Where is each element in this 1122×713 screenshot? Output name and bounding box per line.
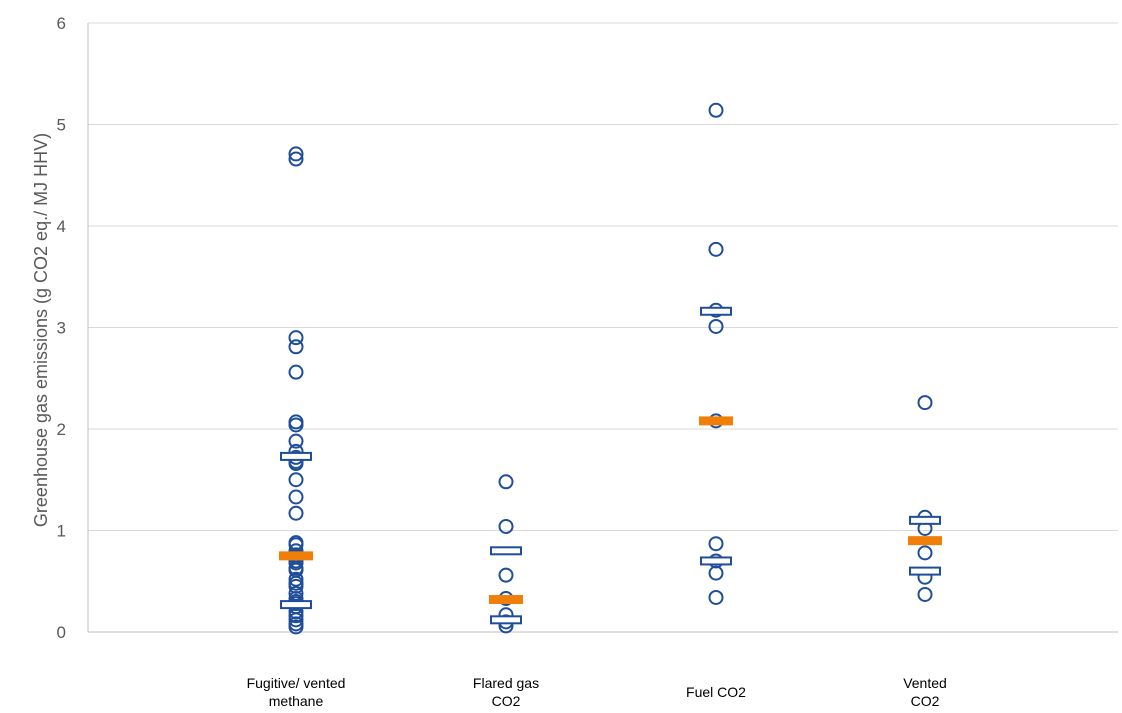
- data-point: [288, 414, 304, 430]
- x-tick-label: Flared gas: [473, 675, 539, 691]
- data-point: [917, 395, 933, 411]
- x-tick-label: methane: [269, 693, 324, 709]
- data-point: [288, 364, 304, 380]
- data-point: [288, 330, 304, 346]
- quartile-marker: [280, 600, 312, 610]
- median-marker: [489, 595, 523, 605]
- data-points: [288, 102, 933, 635]
- data-point: [498, 518, 514, 534]
- data-point: [288, 608, 304, 624]
- data-point: [708, 589, 724, 605]
- quartile-marker: [490, 615, 522, 625]
- axes: [87, 23, 1118, 633]
- y-tick-label: 6: [57, 14, 66, 33]
- quartile-marker: [700, 556, 732, 566]
- data-point: [708, 565, 724, 581]
- data-point: [708, 241, 724, 257]
- data-point: [708, 102, 724, 118]
- y-tick-label: 2: [57, 420, 66, 439]
- data-point: [288, 146, 304, 162]
- x-tick-label: Vented: [903, 675, 947, 691]
- data-point: [288, 151, 304, 167]
- data-point: [288, 417, 304, 433]
- y-tick-label: 3: [57, 319, 66, 338]
- x-tick-label: CO2: [911, 693, 940, 709]
- median-marker: [699, 416, 733, 426]
- data-point: [288, 339, 304, 355]
- x-tick-label: CO2: [492, 693, 521, 709]
- data-point: [708, 536, 724, 552]
- y-tick-label: 0: [57, 623, 66, 642]
- data-point: [288, 619, 304, 635]
- y-tick-label: 4: [57, 217, 66, 236]
- grid-lines: [88, 22, 1118, 531]
- median-marker: [908, 536, 942, 546]
- data-point: [288, 489, 304, 505]
- data-point: [917, 545, 933, 561]
- x-tick-label: Fugitive/ vented: [247, 675, 346, 691]
- x-tick-labels: Fugitive/ vented methane Flared gas CO2 Fuel…: [247, 675, 947, 709]
- quartile-marker: [280, 451, 312, 461]
- data-point: [498, 474, 514, 490]
- data-point: [288, 505, 304, 521]
- data-point: [288, 571, 304, 587]
- data-point: [708, 318, 724, 334]
- quartile-marker: [700, 306, 732, 316]
- data-point: [288, 433, 304, 449]
- y-axis-label: Greenhouse gas emissions (g CO2 eq./ MJ …: [31, 133, 51, 527]
- data-point: [288, 472, 304, 488]
- y-tick-labels: 0 1 2 3 4 5 6: [57, 14, 66, 642]
- data-point: [498, 567, 514, 583]
- quartile-marker: [909, 566, 941, 576]
- median-marker: [279, 551, 313, 561]
- summary-markers: [279, 306, 942, 625]
- data-point: [288, 612, 304, 628]
- quartile-marker: [909, 515, 941, 525]
- y-tick-label: 5: [57, 116, 66, 135]
- data-point: [917, 586, 933, 602]
- x-tick-label: Fuel CO2: [686, 684, 746, 700]
- quartile-marker: [490, 546, 522, 556]
- y-tick-label: 1: [57, 522, 66, 541]
